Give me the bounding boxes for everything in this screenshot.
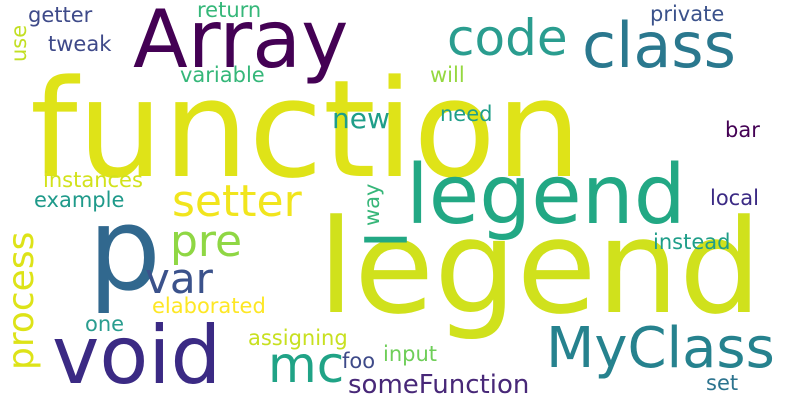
word-will: will — [430, 63, 465, 87]
word-one: one — [85, 312, 125, 336]
word-need: need — [440, 102, 493, 126]
word-somefunction: someFunction — [348, 370, 530, 400]
word-setter: setter — [172, 176, 302, 227]
word-process: process — [1, 231, 42, 370]
word-p: p — [88, 183, 161, 317]
word-example: example — [34, 188, 125, 212]
word-bar: bar — [725, 118, 760, 142]
word-tweak: tweak — [48, 32, 112, 56]
word-instances: instances — [43, 168, 143, 192]
word-use: use — [7, 24, 31, 62]
word-pre: pre — [170, 216, 243, 267]
word-foo: foo — [342, 349, 376, 373]
word-array: Array — [133, 0, 349, 86]
word-local: local — [710, 186, 759, 210]
word-return: return — [197, 0, 262, 22]
word-code: code — [447, 9, 568, 67]
word-new: new — [332, 102, 390, 135]
word-myclass: MyClass — [546, 316, 775, 381]
word-way: way — [360, 183, 384, 226]
word-private: private — [650, 2, 725, 26]
word-class: class — [582, 9, 736, 82]
word-set: set — [706, 371, 739, 395]
word-elaborated: elaborated — [152, 294, 266, 318]
word-function: function — [30, 51, 582, 208]
word-mc: mc — [268, 336, 345, 394]
word-legend: legend — [318, 191, 762, 343]
word-instead: instead — [653, 230, 731, 254]
word-input: input — [383, 342, 438, 366]
word-assigning: assigning — [248, 326, 348, 350]
word-variable: variable — [180, 63, 265, 87]
word-getter: getter — [28, 3, 93, 27]
word-var: var — [145, 254, 213, 303]
word-void: void — [52, 309, 222, 400]
word-underscore-legend: _legend — [365, 148, 686, 243]
